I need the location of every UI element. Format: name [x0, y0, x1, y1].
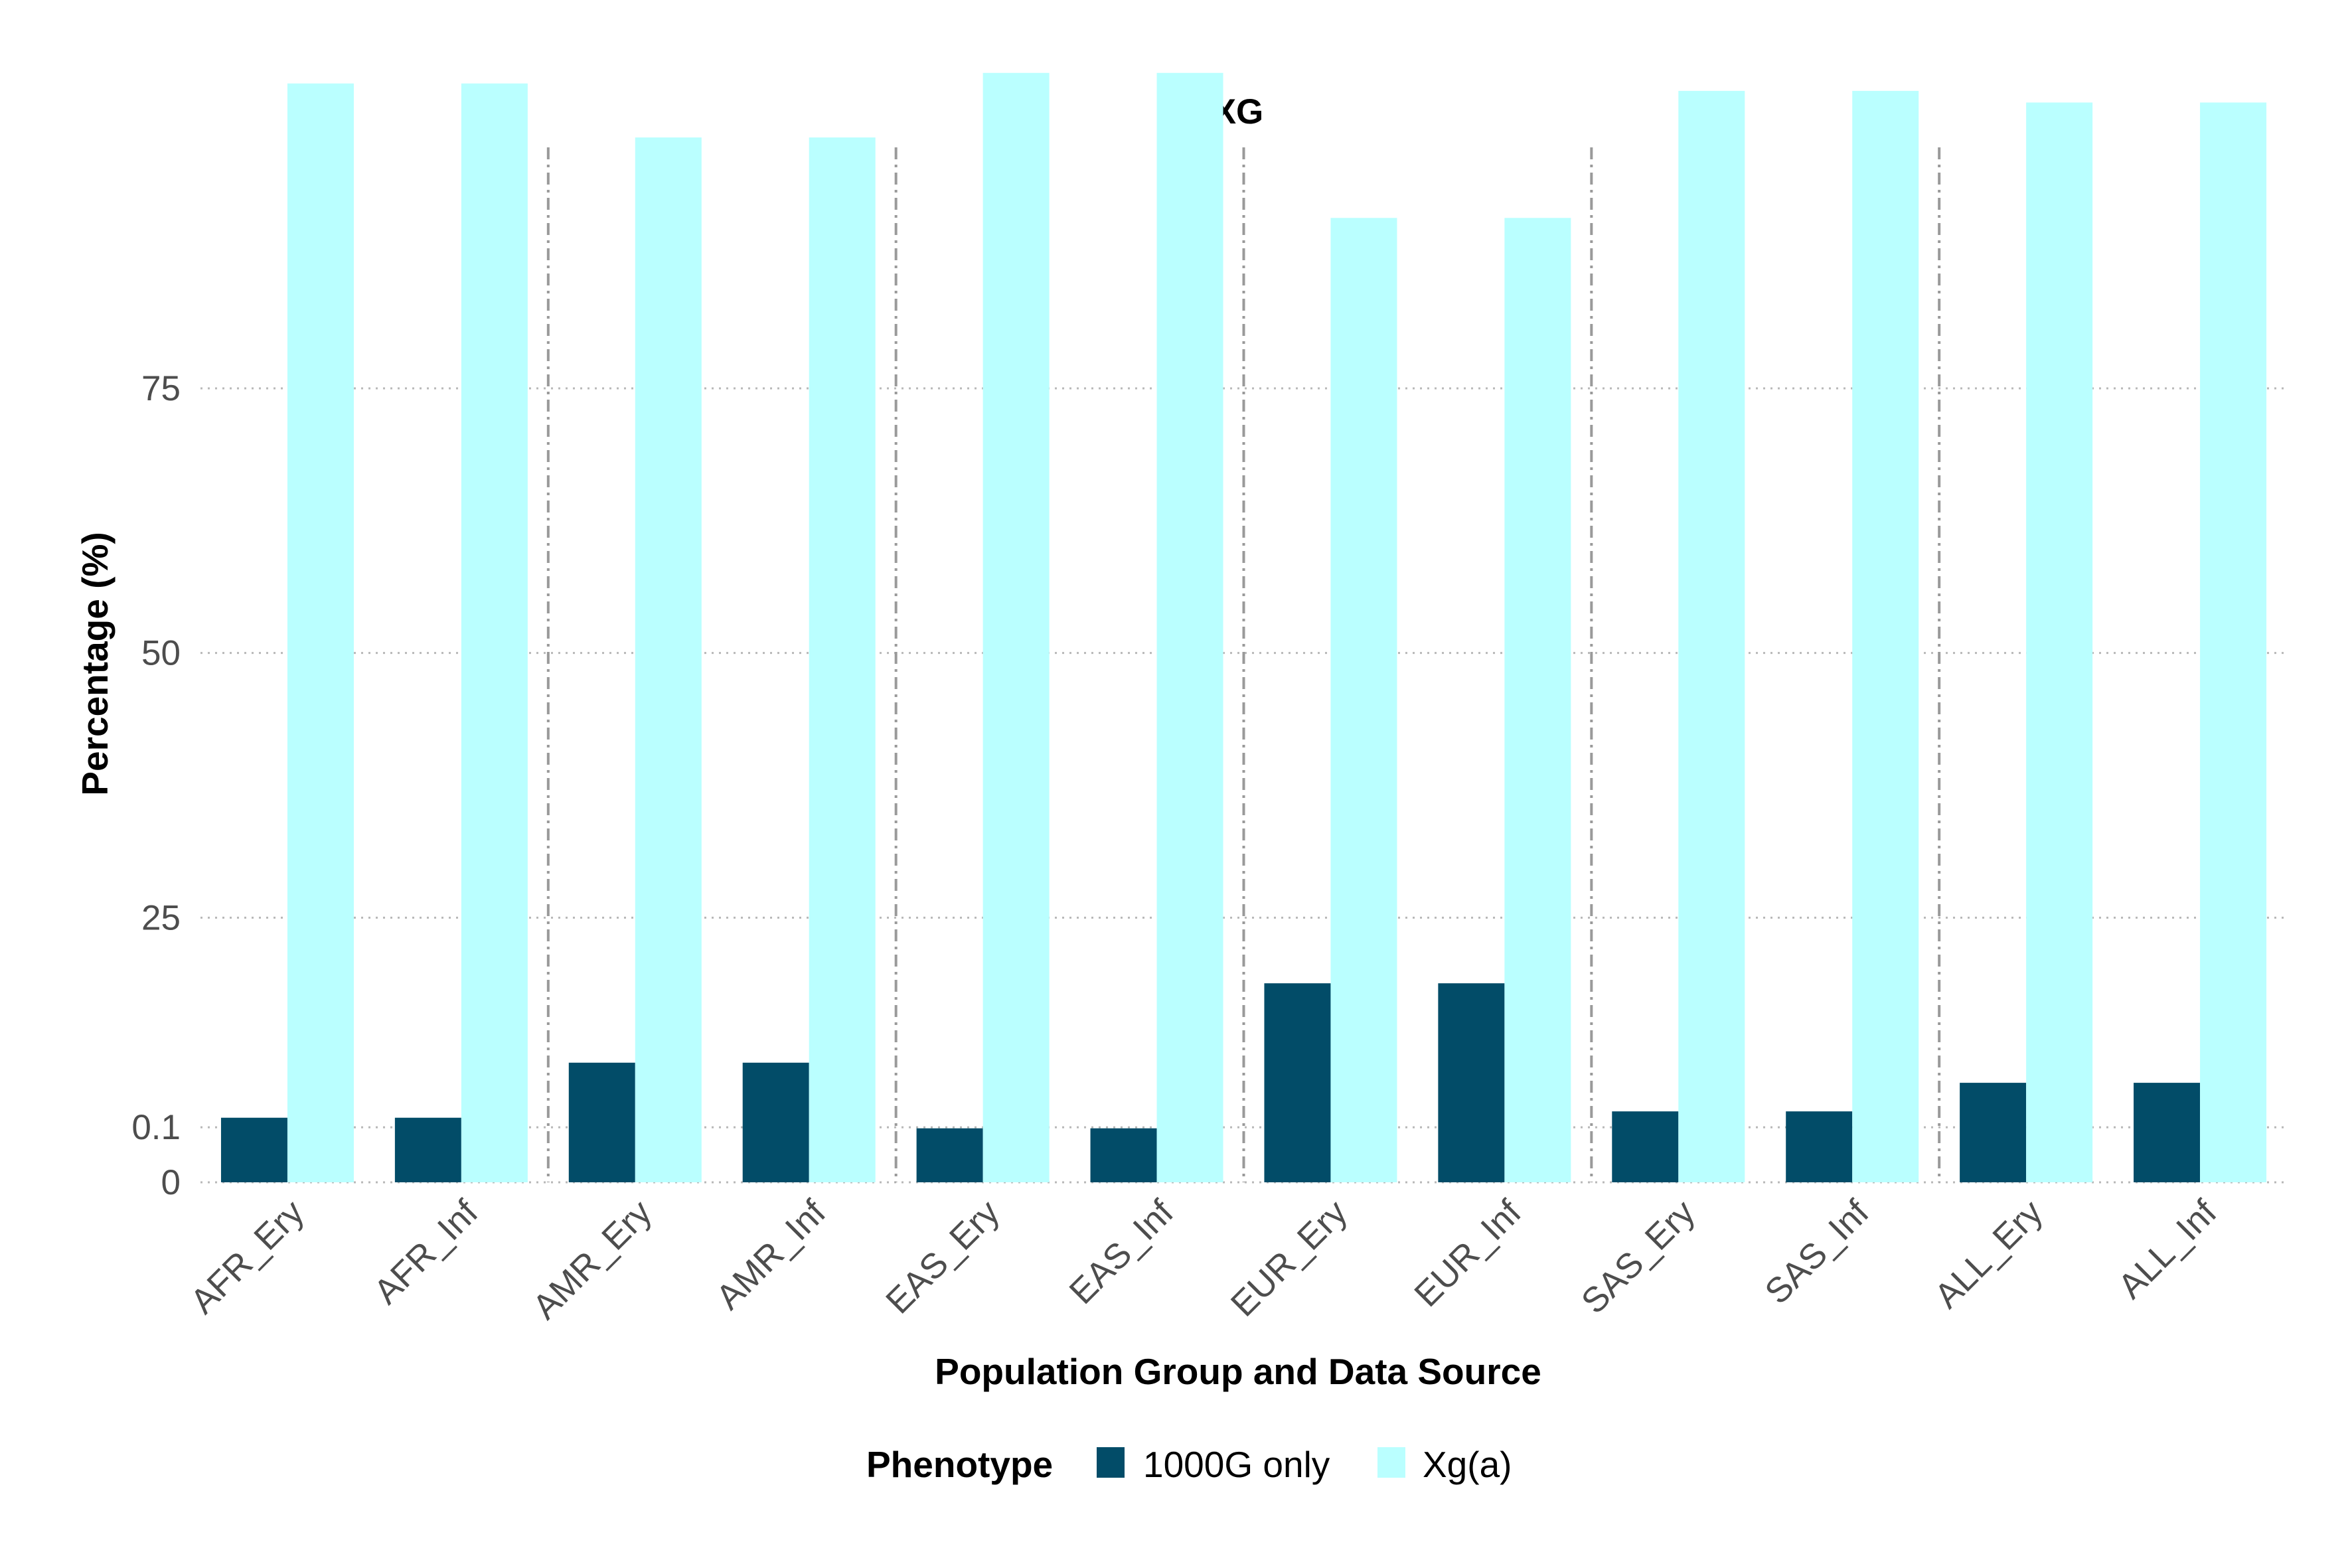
- y-tick-label: 0: [161, 1163, 181, 1202]
- x-tick-label: ALL_Ery: [1927, 1192, 2051, 1316]
- x-tick-label: ALL_Inf: [2111, 1193, 2225, 1306]
- y-axis-title: Percentage (%): [74, 532, 116, 795]
- x-tick-label: AMR_Ery: [525, 1192, 659, 1326]
- y-tick-label: 0.1: [131, 1108, 181, 1147]
- bar-xg-a-sas-inf: [1852, 90, 1919, 1182]
- y-tick-labels: 0 0.1 25 50 75: [131, 369, 181, 1202]
- bar-xg-a-eas-ery: [982, 72, 1050, 1183]
- x-tick-label: AFR_Inf: [366, 1193, 485, 1312]
- bar-xg-a-all-inf: [2200, 102, 2267, 1183]
- legend-title: Phenotype: [866, 1444, 1053, 1485]
- bar-xg-a-sas-ery: [1678, 90, 1745, 1182]
- x-tick-label: AFR_Ery: [183, 1192, 312, 1321]
- y-tick-label: 50: [141, 634, 181, 673]
- x-tick-label: EUR_Inf: [1407, 1193, 1529, 1315]
- x-tick-label: AMR_Inf: [709, 1193, 834, 1318]
- y-tick-label: 75: [141, 369, 181, 408]
- bar-xg-a-eas-inf: [1156, 72, 1223, 1183]
- legend: Phenotype 1000G only Xg(a): [866, 1444, 1512, 1485]
- bar-1000g-only-afr-inf: [394, 1117, 461, 1182]
- bar-1000g-only-amr-ery: [568, 1062, 635, 1182]
- bar-xg-a-eur-inf: [1504, 218, 1571, 1182]
- bar-1000g-only-eas-ery: [916, 1128, 983, 1182]
- x-tick-label: SAS_Inf: [1757, 1193, 1876, 1312]
- legend-label-xga: Xg(a): [1423, 1444, 1512, 1485]
- bar-1000g-only-amr-inf: [742, 1062, 809, 1182]
- legend-swatch-xga: [1377, 1447, 1405, 1478]
- bar-1000g-only-eur-ery: [1264, 983, 1331, 1182]
- bar-xg-a-afr-ery: [287, 83, 354, 1183]
- bar-1000g-only-all-inf: [2134, 1083, 2201, 1182]
- x-tick-labels: AFR_Ery AFR_Inf AMR_Ery AMR_Inf EAS_Ery EAS_I…: [183, 1192, 2225, 1326]
- x-tick-label: SAS_Ery: [1574, 1192, 1703, 1321]
- bar-1000g-only-sas-ery: [1612, 1111, 1679, 1182]
- x-tick-label: EAS_Inf: [1062, 1193, 1181, 1312]
- bar-xg-a-all-ery: [2026, 102, 2093, 1183]
- bar-xg-a-amr-ery: [635, 137, 702, 1183]
- x-tick-label: EAS_Ery: [878, 1192, 1007, 1321]
- bar-xg-a-amr-inf: [809, 137, 876, 1183]
- x-axis-title: Population Group and Data Source: [935, 1351, 1541, 1392]
- group-separators: [546, 147, 1941, 1182]
- legend-swatch-1000g-only: [1097, 1447, 1125, 1478]
- bar-1000g-only-eas-inf: [1090, 1128, 1157, 1182]
- bar-1000g-only-afr-ery: [220, 1117, 287, 1182]
- bars: [220, 72, 2267, 1183]
- legend-label-1000g-only: 1000G only: [1143, 1444, 1330, 1485]
- bar-1000g-only-all-ery: [1960, 1083, 2027, 1182]
- bar-xg-a-eur-ery: [1330, 218, 1397, 1182]
- bar-1000g-only-sas-inf: [1786, 1111, 1853, 1182]
- bar-1000g-only-eur-inf: [1438, 983, 1505, 1182]
- bar-xg-a-afr-inf: [461, 83, 528, 1183]
- x-tick-label: EUR_Ery: [1223, 1192, 1355, 1324]
- y-tick-label: 25: [141, 898, 181, 937]
